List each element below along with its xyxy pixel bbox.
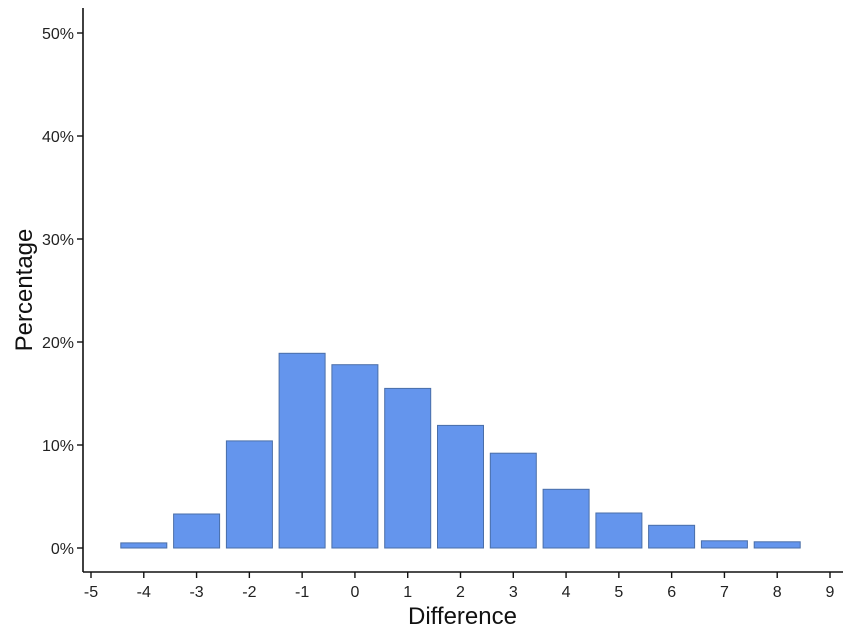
y-tick-label: 20%: [42, 335, 74, 352]
y-ticks-group: 0% 10% 20% 30% 40% 50%: [42, 26, 83, 558]
x-tick-label: -4: [137, 584, 151, 601]
x-ticks-group: -5 -4 -3 -2 -1 0 1 2 3 4 5 6 7 8 9: [84, 572, 835, 601]
x-tick-label: 7: [720, 584, 729, 601]
y-tick-label: 30%: [42, 232, 74, 249]
bar-1: [384, 387, 432, 549]
y-tick-label: 50%: [42, 26, 74, 43]
x-tick-label: 6: [667, 584, 676, 601]
bar--2: [225, 440, 273, 549]
bar--4: [120, 542, 168, 549]
x-tick-label: 0: [350, 584, 359, 601]
x-tick-label: 3: [509, 584, 518, 601]
x-tick-label: -3: [189, 584, 203, 601]
bar-6: [648, 524, 696, 549]
bar-7: [700, 540, 748, 549]
bar--3: [173, 513, 221, 549]
x-tick-label: -1: [295, 584, 309, 601]
x-axis-title: Difference: [408, 603, 517, 629]
x-tick-label: 1: [403, 584, 412, 601]
y-axis-title: Percentage: [11, 229, 38, 352]
bar-4: [542, 488, 590, 549]
bar-8: [753, 541, 801, 549]
x-tick-label: 8: [773, 584, 782, 601]
x-tick-label: 9: [826, 584, 835, 601]
bars-group: [120, 352, 801, 549]
bar-3: [489, 452, 537, 549]
x-tick-label: -2: [242, 584, 256, 601]
bar-5: [595, 512, 643, 549]
y-tick-label: 40%: [42, 129, 74, 146]
bar--1: [278, 352, 326, 549]
y-tick-label: 0%: [51, 541, 74, 558]
y-tick-label: 10%: [42, 438, 74, 455]
x-tick-label: 5: [614, 584, 623, 601]
x-tick-label: 2: [456, 584, 465, 601]
axes-group: [82, 8, 843, 573]
x-tick-label: 4: [562, 584, 571, 601]
bar-2: [437, 424, 484, 549]
x-tick-label: -5: [84, 584, 98, 601]
bar-0: [331, 364, 379, 549]
